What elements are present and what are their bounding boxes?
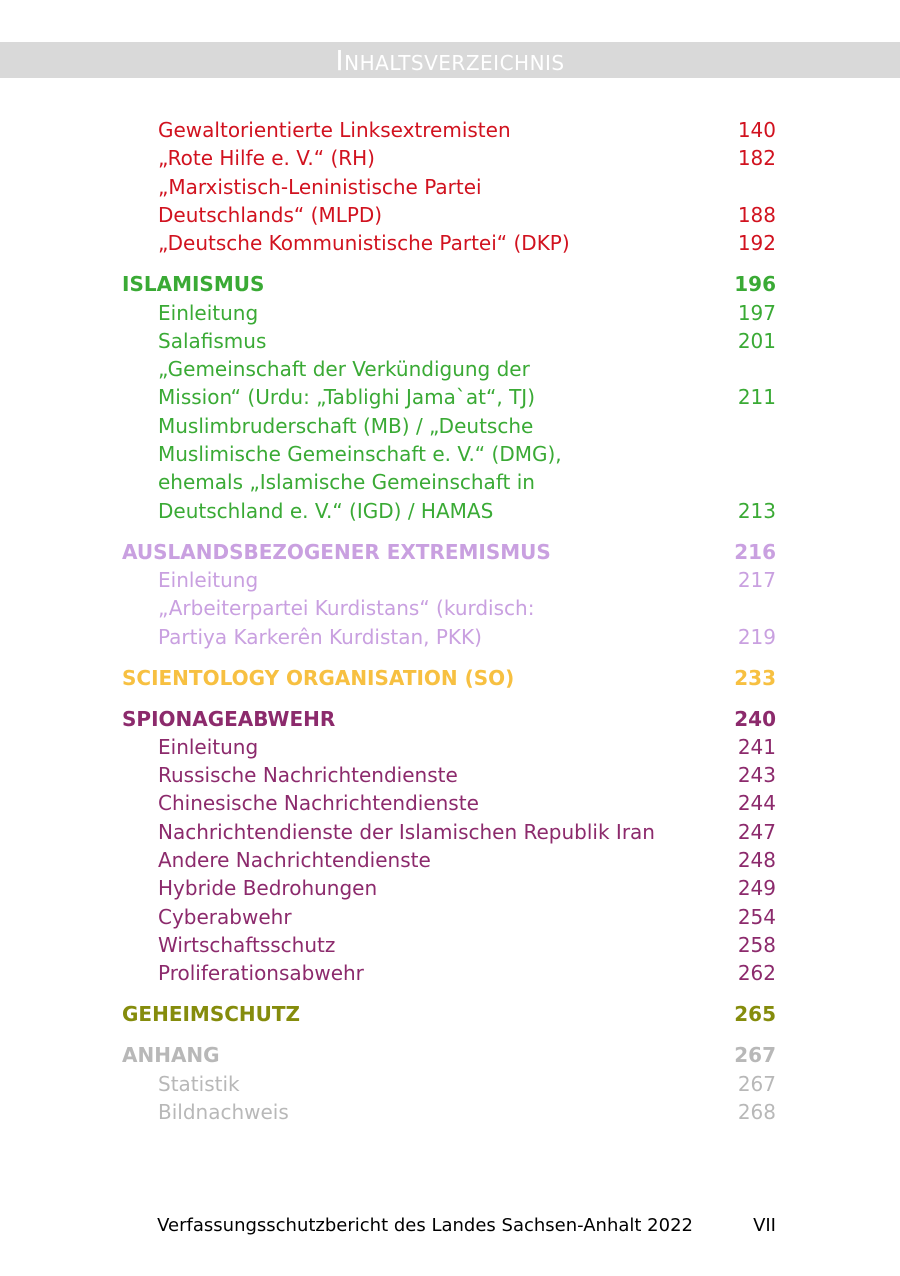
entry-text: Salafismus [158,328,267,353]
entry-page: 268 [737,1099,776,1124]
entry-text: Proliferationsabwehr [158,961,364,986]
entry-text: Muslimbruderschaft (MB) / „Deutsche [158,413,534,438]
entry-page: 254 [737,904,776,929]
entry-text: Einleitung [158,300,259,325]
entry-text: „Gemeinschaft der Verkündigung der [158,357,530,382]
entry-page: 244 [737,791,776,816]
entry-page: 211 [737,385,776,410]
footer-text: Verfassungsschutzbericht des Landes Sach… [157,1215,693,1236]
entry-text: Einleitung [158,734,259,759]
entry-text: Einleitung [158,567,259,592]
section-heading: ANHANG [122,1043,220,1068]
section-heading: SPIONAGEABWEHR [122,706,336,731]
entry-page: 258 [737,932,776,957]
entry-text: Andere Nachrichtendienste [158,848,431,872]
entry-text: Hybride Bedrohungen [158,876,378,901]
entry-text: „Marxistisch-Leninistische Partei [158,174,482,199]
entry-page: 217 [737,567,776,592]
header-title: Inhaltsverzeichnis [335,44,565,77]
section-heading: ISLAMISMUS [122,272,265,297]
entry-page: 249 [737,876,776,901]
entry-text: Deutschland e. V.“ (IGD) / HAMAS [158,498,494,523]
entry-text: „Rote Hilfe e. V.“ (RH) [158,146,375,171]
entry-text: „Deutsche Kommunistische Partei“ (DKP) [158,231,570,256]
footer-page: VII [753,1215,776,1236]
entry-text: Cyberabwehr [158,904,292,929]
entry-page: 213 [737,498,776,523]
entry-page: 267 [737,1071,776,1096]
section-page: 216 [734,539,776,564]
section-page: 233 [734,665,776,690]
section-heading: AUSLANDSBEZOGENER EXTREMISMUS [122,539,551,564]
entry-text: Deutschlands“ (MLPD) [158,202,383,227]
entry-text: Russische Nachrichtendienste [158,763,458,788]
entry-page: 262 [737,961,776,986]
section-heading: GEHEIMSCHUTZ [122,1002,301,1027]
section-page: 240 [734,706,776,731]
header-bar [0,42,900,78]
entry-page: 140 [737,118,776,142]
entry-text: Partiya Karkerên Kurdistan, PKK) [158,624,482,649]
section-heading: SCIENTOLOGY ORGANISATION (SO) [122,665,515,690]
section-page: 265 [734,1002,776,1027]
section-page: 196 [734,272,776,297]
entry-text: Bildnachweis [158,1099,289,1124]
entry-page: 201 [737,328,776,353]
entry-page: 248 [737,848,776,872]
entry-text: Nachrichtendienste der Islamischen Repub… [158,819,655,844]
entry-text: Statistik [158,1071,240,1096]
entry-page: 182 [737,146,776,171]
entry-page: 219 [737,624,776,649]
entry-text: Mission“ (Urdu: „Tablighi Jama`at“, TJ) [158,385,536,410]
entry-page: 188 [737,202,776,227]
section-page: 267 [734,1043,776,1068]
entry-page: 192 [737,231,776,256]
entry-text: Chinesische Nachrichtendienste [158,791,479,816]
entry-page: 247 [737,819,776,844]
entry-text: Muslimische Gemeinschaft e. V.“ (DMG), [158,442,562,466]
entry-page: 241 [737,734,776,759]
entry-text: „Arbeiterpartei Kurdistans“ (kurdisch: [158,596,535,621]
entry-page: 243 [737,763,776,788]
entry-page: 197 [737,300,776,325]
entry-text: ehemals „Islamische Gemeinschaft in [158,470,535,495]
entry-text: Gewaltorientierte Linksextremisten [158,118,511,142]
entry-text: Wirtschaftsschutz [158,932,336,957]
